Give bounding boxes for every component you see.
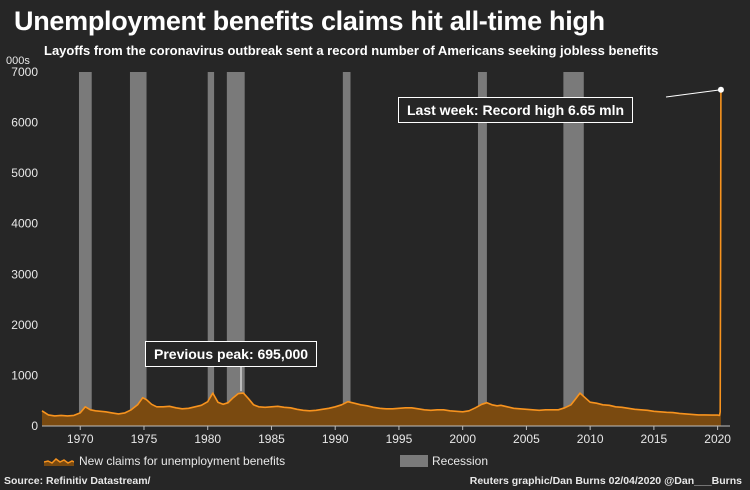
y-tick-label: 6000 — [11, 116, 38, 130]
annotations — [240, 86, 724, 392]
x-axis: 1970 1975 1980 1985 1990 1995 2000 2005 2010 2015… — [42, 425, 731, 446]
previous-peak-callout: Previous peak: 695,000 — [145, 341, 318, 367]
x-tick-label: 2000 — [449, 432, 476, 446]
legend-swatch-line-icon — [44, 458, 74, 466]
legend: New claims for unemployment benefits Rec… — [0, 454, 750, 474]
x-tick-label: 1970 — [67, 432, 94, 446]
legend-label-claims: New claims for unemployment benefits — [79, 454, 286, 468]
series-claims — [41, 89, 722, 426]
recession-band-5 — [342, 72, 351, 426]
x-tick-label: 2020 — [704, 432, 731, 446]
x-tick-label: 2005 — [513, 432, 540, 446]
recession-band-3 — [207, 72, 215, 426]
y-tick-label: 3000 — [11, 267, 38, 281]
y-tick-label: 0 — [31, 419, 38, 433]
source-note: Source: Refinitiv Datastream/ — [4, 475, 151, 487]
legend-swatch-recession-icon — [400, 455, 428, 467]
legend-item-claims: New claims for unemployment benefits — [44, 454, 285, 468]
x-tick-label: 1975 — [131, 432, 158, 446]
recession-band-2 — [129, 72, 147, 426]
recession-band-4 — [226, 72, 245, 426]
legend-item-recession: Recession — [400, 454, 488, 468]
y-axis: 0 1000 2000 3000 4000 5000 6000 7000 — [11, 65, 38, 433]
x-tick-label: 1995 — [386, 432, 413, 446]
chart-subtitle: Layoffs from the coronavirus outbreak se… — [44, 43, 659, 58]
x-tick-label: 2015 — [641, 432, 668, 446]
legend-label-recession: Recession — [432, 454, 489, 468]
series-line — [41, 89, 722, 417]
recession-bands — [78, 72, 584, 426]
x-tick-label: 1990 — [322, 432, 349, 446]
y-tick-label: 7000 — [11, 65, 38, 79]
record-callout: Last week: Record high 6.65 mln — [398, 97, 634, 123]
y-tick-label: 4000 — [11, 217, 38, 231]
y-tick-label: 2000 — [11, 318, 38, 332]
record-leader-line — [665, 89, 722, 98]
credit-note: Reuters graphic/Dan Burns 02/04/2020 @Da… — [469, 475, 742, 487]
recession-band-7 — [563, 72, 584, 426]
x-tick-label: 2010 — [577, 432, 604, 446]
x-tick-label: 1980 — [194, 432, 221, 446]
x-tick-label: 1985 — [258, 432, 285, 446]
y-tick-label: 5000 — [11, 166, 38, 180]
chart-title: Unemployment benefits claims hit all-tim… — [14, 6, 605, 36]
recession-band-6 — [477, 72, 487, 426]
y-axis-unit: 000s — [6, 55, 30, 67]
record-point-marker — [717, 86, 724, 93]
recession-band-1 — [78, 72, 92, 426]
y-tick-label: 1000 — [11, 368, 38, 382]
